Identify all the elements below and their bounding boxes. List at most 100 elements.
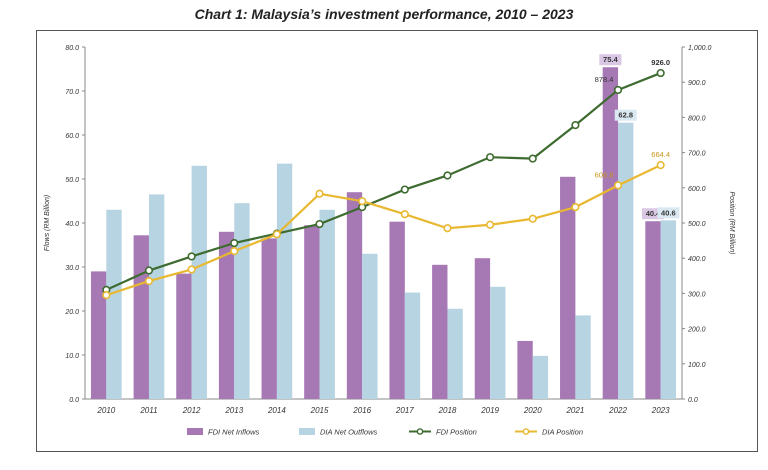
lines (102, 68, 665, 300)
point-fdi-position (613, 85, 623, 95)
x-tick-label: 2023 (651, 406, 670, 415)
point-fdi-position (230, 238, 239, 248)
y-tick-label-left: 80.0 (65, 45, 79, 52)
y-tick-label-right: 1,000.0 (688, 45, 711, 52)
point-dia-position (144, 276, 154, 286)
x-tick-label: 2018 (438, 406, 457, 415)
bar-fdi-inflows (602, 67, 619, 400)
data-labels: 75.4 62.8 40.4 40.6 878.4 926.0 606.8 664.4 (595, 54, 680, 220)
chart-frame: 0.0 10.0 20.0 30.0 40.0 50.0 60.0 70.0 80.0 0.0 10… (36, 30, 758, 452)
point-fdi-position (400, 185, 409, 194)
point-fdi-position (144, 266, 154, 275)
point-dia-position (315, 189, 324, 198)
bar-dia-outflows (106, 209, 122, 399)
data-label: 75.4 (603, 55, 618, 64)
bar-dia-outflows (234, 203, 250, 399)
y-tick-label-right: 0.0 (688, 397, 698, 404)
bar-fdi-inflows (90, 271, 107, 399)
y-tick-label-left: 40.0 (65, 221, 79, 228)
bar-fdi-inflows (304, 225, 320, 399)
bar-fdi-inflows (474, 258, 491, 399)
data-label-bg (657, 207, 680, 219)
point-dia-position (358, 197, 367, 206)
bar-fdi-inflows (432, 264, 448, 399)
y-tick-label-right: 800.0 (688, 115, 706, 122)
bar-dia-outflows (447, 308, 463, 399)
legend-label: DIA Position (542, 428, 583, 437)
legend-marker (416, 428, 424, 435)
bar-dia-outflows (618, 122, 634, 400)
y-tick-label-left: 20.0 (64, 309, 79, 316)
bar-fdi-inflows (645, 221, 661, 399)
bar-fdi-inflows (346, 192, 363, 399)
x-tick-label: 2017 (395, 406, 414, 415)
y-tick-label-right: 100.0 (688, 362, 706, 369)
bar-fdi-inflows (218, 231, 235, 399)
bar-dia-outflows (490, 286, 506, 399)
chart-svg: 0.0 10.0 20.0 30.0 40.0 50.0 60.0 70.0 80.0 0.0 10… (44, 45, 735, 437)
legend-marker (522, 428, 530, 435)
legend-swatch (299, 428, 315, 435)
y-tick-label-left: 0.0 (69, 397, 79, 404)
y-tick-label-left: 10.0 (65, 353, 79, 360)
x-tick-label: 2014 (267, 406, 286, 415)
point-fdi-position (187, 252, 196, 261)
point-fdi-position (443, 171, 452, 180)
bar-dia-outflows (319, 209, 335, 399)
x-tick-label: 2022 (608, 406, 627, 415)
y-axis-title-left: Flows (RM Billion) (44, 195, 51, 251)
x-tick-label: 2019 (480, 406, 499, 415)
point-dia-position (528, 214, 537, 223)
x-tick-label: 2013 (224, 406, 243, 415)
data-label-bg (599, 54, 622, 66)
point-dia-position (272, 230, 281, 239)
bar-dia-outflows (148, 194, 165, 399)
y-tick-label-left: 70.0 (65, 89, 79, 96)
bar-fdi-inflows (517, 340, 533, 399)
bar-dia-outflows (532, 355, 549, 399)
point-dia-position (400, 210, 409, 219)
y-tick-label-left: 30.0 (65, 265, 79, 272)
legend-label: DIA Net Outflows (320, 428, 377, 437)
point-dia-position (230, 247, 239, 256)
line-dia-position (105, 164, 662, 297)
bar-fdi-inflows (261, 238, 277, 399)
x-tick-label: 2020 (523, 406, 542, 415)
bar-dia-outflows (276, 163, 293, 399)
data-label-bg (614, 109, 637, 121)
point-fdi-position (315, 219, 324, 229)
chart-title: Chart 1: Malaysia’s investment performan… (194, 6, 574, 22)
y-tick-label-left: 60.0 (65, 133, 79, 140)
y-tick-label-right: 200.0 (687, 327, 706, 334)
line-fdi-position (105, 72, 662, 291)
data-label: 664.4 (651, 150, 670, 159)
point-dia-position (443, 224, 452, 233)
point-fdi-position (486, 153, 495, 162)
bar-dia-outflows (404, 292, 421, 399)
y-tick-label-right: 600.0 (688, 186, 706, 193)
y-tick-label-right: 900.0 (688, 80, 706, 87)
x-tick-label: 2011 (139, 406, 157, 415)
point-dia-position (102, 291, 111, 300)
point-dia-position (656, 161, 665, 170)
data-label: 62.8 (618, 111, 633, 120)
legend-swatch (187, 428, 203, 435)
point-fdi-position (656, 68, 665, 78)
data-label: 40.4 (646, 209, 661, 218)
bar-dia-outflows (362, 253, 378, 399)
data-label: 40.6 (661, 208, 676, 217)
bar-dia-outflows (191, 165, 207, 399)
bar-fdi-inflows (133, 235, 149, 399)
y-tick-label-right: 500.0 (688, 221, 706, 228)
data-label: 878.4 (595, 75, 614, 84)
legend-label: FDI Net Inflows (208, 428, 260, 437)
point-dia-position (571, 203, 580, 212)
data-label: 606.8 (595, 170, 614, 179)
data-label-bg (642, 208, 665, 220)
x-tick-label: 2021 (565, 406, 584, 415)
point-fdi-position (528, 154, 537, 163)
x-tick-label: 2016 (352, 406, 371, 415)
point-dia-position (486, 220, 495, 229)
legend: FDI Net Inflows DIA Net Outflows FDI Posit… (187, 428, 583, 437)
y-tick-label-left: 50.0 (65, 177, 79, 184)
